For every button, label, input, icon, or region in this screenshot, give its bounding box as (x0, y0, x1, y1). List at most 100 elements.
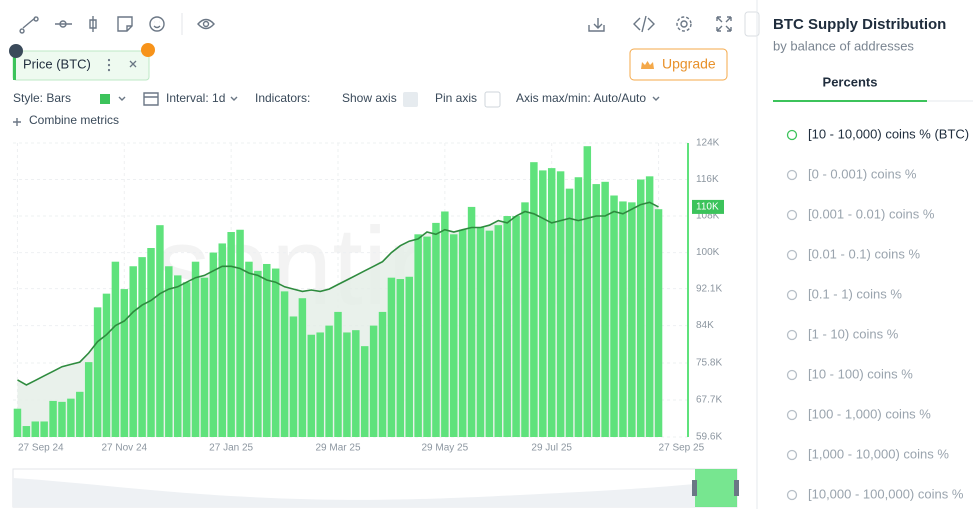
combine-metrics[interactable]: Combine metrics (29, 113, 119, 127)
item-icon (786, 329, 798, 341)
axis-minmax-control[interactable]: Axis max/min: Auto/Auto (516, 91, 646, 105)
metric-item[interactable]: [10 - 100) coins % (808, 366, 913, 381)
item-icon (786, 449, 798, 461)
sidebar-subtitle: by balance of addresses (773, 38, 914, 53)
y-tick-label: 108K (696, 211, 720, 222)
bar (556, 171, 565, 437)
navigator-window[interactable] (695, 469, 737, 507)
navigator-handle[interactable] (692, 480, 697, 496)
bar (637, 179, 645, 438)
show-axis-checkbox[interactable] (403, 92, 418, 107)
x-tick-label: 29 Jul 25 (531, 443, 572, 454)
bar (31, 421, 39, 437)
bar (147, 248, 155, 437)
bar (289, 316, 298, 437)
item-icon (786, 249, 798, 261)
bar (494, 225, 503, 437)
pin-axis-checkbox[interactable] (484, 91, 501, 108)
bar (245, 261, 253, 437)
style-control[interactable]: Style: Bars (13, 91, 71, 105)
metric-item[interactable]: [100 - 1,000) coins % (808, 406, 931, 421)
bar (387, 277, 396, 437)
bar (450, 234, 458, 437)
bar (476, 227, 485, 437)
bar (601, 181, 609, 437)
upgrade-label: Upgrade (662, 56, 716, 72)
collapse-button[interactable] (744, 11, 760, 37)
item-icon (786, 369, 798, 381)
bar (592, 184, 600, 437)
bar (610, 195, 618, 437)
bar (334, 311, 342, 437)
metric-item[interactable]: [1,000 - 10,000) coins % (808, 446, 949, 461)
interval-control[interactable]: Interval: 1d (166, 91, 225, 105)
bar (67, 398, 75, 437)
bar (84, 362, 93, 437)
bar (539, 170, 547, 438)
bar (645, 176, 654, 437)
bar (263, 263, 271, 437)
bar (120, 289, 129, 437)
price-tag-label: 110K (696, 202, 719, 213)
bar (218, 243, 226, 437)
metric-item[interactable]: [10 - 10,000) coins % (BTC) (808, 126, 969, 141)
bar (378, 311, 387, 437)
chip-close[interactable] (129, 60, 137, 68)
bar (583, 146, 592, 437)
show-axis-control[interactable]: Show axis (342, 91, 397, 105)
bar (360, 346, 369, 437)
metric-item[interactable]: [1 - 10) coins % (808, 326, 899, 341)
metric-item[interactable]: [0 - 0.001) coins % (808, 166, 917, 181)
bar (49, 400, 57, 437)
bar (111, 261, 120, 437)
toolbar-icons[interactable] (19, 13, 732, 35)
bar (129, 266, 137, 437)
chip-accent (13, 51, 16, 80)
y-tick-label: 116K (696, 174, 719, 185)
bar (343, 332, 351, 437)
bar (58, 401, 66, 437)
bar (503, 216, 511, 437)
bar (307, 334, 316, 437)
bar (209, 252, 218, 437)
bar (396, 279, 405, 437)
navigator-handle[interactable] (734, 480, 739, 496)
x-tick-label: 27 Sep 24 (18, 443, 64, 454)
bar (13, 408, 22, 437)
bar (254, 270, 262, 437)
bar (182, 282, 191, 437)
bar (485, 230, 494, 437)
bar (156, 225, 164, 437)
metric-item[interactable]: [10,000 - 100,000) coins % (808, 486, 964, 501)
metric-item[interactable]: [0.1 - 1) coins % (808, 286, 902, 301)
y-tick-label: 84K (696, 320, 714, 331)
y-tick-label: 124K (696, 138, 720, 149)
metric-item[interactable]: [0.01 - 0.1) coins % (808, 246, 920, 261)
metric-item[interactable]: [0.001 - 0.01) coins % (808, 206, 935, 221)
x-tick-label: 29 May 25 (421, 443, 468, 454)
bar (654, 209, 663, 437)
sidebar-title: BTC Supply Distribution (773, 16, 946, 33)
pin-axis-control[interactable]: Pin axis (435, 91, 477, 105)
bar (405, 276, 413, 437)
bar (432, 222, 440, 437)
bar (280, 291, 289, 437)
bar (271, 268, 280, 437)
bar (173, 275, 182, 437)
indicators-control[interactable]: Indicators: (255, 91, 310, 105)
bar (316, 332, 324, 437)
bar (22, 426, 31, 437)
y-tick-label: 67.7K (696, 395, 722, 406)
bar (574, 177, 583, 437)
bar (414, 234, 422, 437)
upgrade-button[interactable] (629, 48, 728, 81)
bar (200, 277, 209, 437)
lock-icon (9, 44, 23, 58)
bar (40, 421, 48, 437)
bar (547, 168, 556, 437)
tab[interactable]: Percents (823, 74, 878, 89)
y-tick-label: 59.6K (696, 432, 722, 443)
bar (165, 266, 173, 437)
color-swatch[interactable] (100, 94, 110, 104)
